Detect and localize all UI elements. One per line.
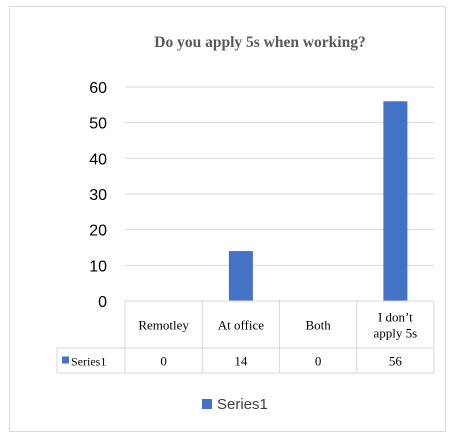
legend-label: Series1 xyxy=(217,396,268,413)
y-tick-label: 0 xyxy=(98,294,107,311)
bar xyxy=(228,251,253,301)
x-category-label: Both xyxy=(305,318,331,333)
table-series-label: Series1 xyxy=(71,355,106,369)
x-category-label: I don’t xyxy=(378,310,413,325)
table-legend-key xyxy=(62,356,69,364)
y-axis-ticks: 0 10 20 30 40 50 60 xyxy=(89,80,107,311)
y-tick-label: 50 xyxy=(89,116,107,133)
data-table-value: 14 xyxy=(234,354,248,369)
data-table-value: 0 xyxy=(315,354,322,369)
y-tick-label: 20 xyxy=(89,223,107,240)
bars xyxy=(228,101,408,302)
chart-area xyxy=(9,6,446,432)
y-tick-label: 30 xyxy=(89,187,107,204)
bar xyxy=(383,101,408,302)
legend: Series1 xyxy=(202,396,268,413)
data-table-value: 0 xyxy=(160,354,167,369)
y-tick-label: 60 xyxy=(89,80,107,97)
legend-key xyxy=(202,399,212,409)
gridlines xyxy=(125,86,434,266)
x-category-label: At office xyxy=(218,318,265,333)
y-tick-label: 40 xyxy=(89,151,107,168)
x-category-label: apply 5s xyxy=(374,326,418,341)
y-tick-label: 10 xyxy=(89,258,107,275)
chart-title: Do you apply 5s when working? xyxy=(154,34,365,51)
data-table-value: 56 xyxy=(389,354,403,369)
x-category-label: Remotley xyxy=(138,318,189,333)
